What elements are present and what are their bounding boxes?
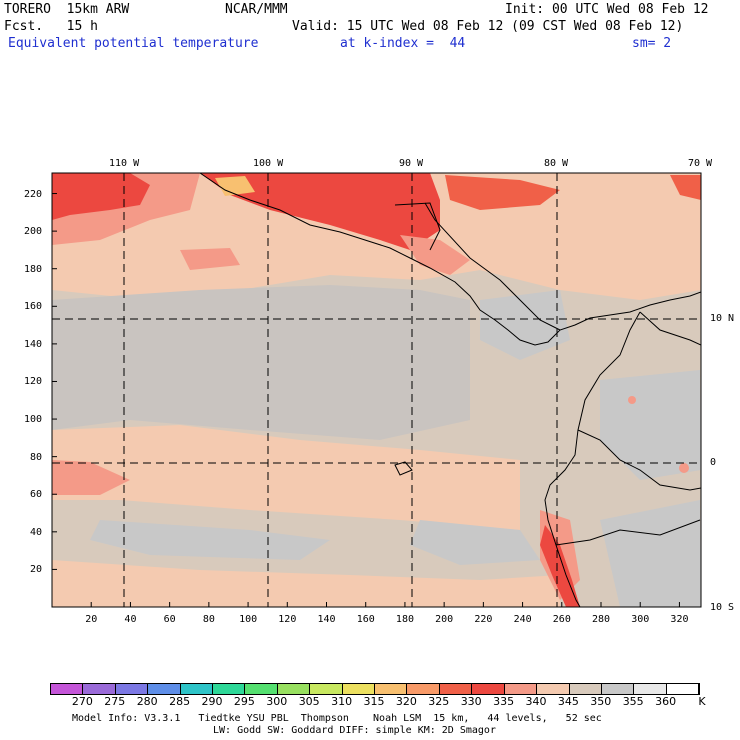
colorbar-swatch	[180, 684, 214, 694]
level-label: at k-index = 44	[340, 36, 466, 51]
colorbar-swatch	[342, 684, 376, 694]
y-tick-label: 140	[24, 338, 43, 350]
colorbar-label: 360	[655, 695, 677, 708]
lon-label-110w: 110 W	[109, 158, 140, 169]
valid-time: Valid: 15 UTC Wed 08 Feb 12 (09 CST Wed …	[292, 19, 684, 34]
lon-label-90w: 90 W	[399, 158, 424, 169]
colorbar-swatch	[504, 684, 538, 694]
colorbar-swatch	[148, 684, 181, 694]
x-tick-label: 300	[631, 614, 650, 625]
lon-label-80w: 80 W	[544, 158, 569, 169]
x-tick-label: 160	[356, 614, 375, 625]
x-tick-label: 40	[124, 614, 137, 625]
colorbar-label: 280	[136, 695, 158, 708]
x-tick-label: 320	[670, 614, 689, 625]
field-name: Equivalent potential temperature	[8, 36, 259, 51]
y-tick-label: 180	[24, 263, 43, 275]
colorbar-label: 335	[493, 695, 515, 708]
colorbar-label: 355	[622, 695, 644, 708]
colorbar-swatch	[439, 684, 473, 694]
x-tick-label: 100	[239, 614, 258, 625]
x-tick-label: 200	[435, 614, 454, 625]
colorbar-swatch	[666, 684, 700, 694]
lon-label-70w: 70 W	[688, 158, 713, 169]
x-tick-label: 280	[592, 614, 611, 625]
x-tick-label: 260	[552, 614, 571, 625]
lat-lon-grid	[52, 173, 701, 607]
x-tick-label: 220	[474, 614, 493, 625]
colorbar-swatch	[472, 684, 505, 694]
colorbar-swatch	[115, 684, 149, 694]
map-frame	[51, 172, 702, 608]
temperature-field	[52, 173, 701, 607]
colorbar-label: 315	[363, 695, 385, 708]
colorbar-label: 270	[71, 695, 93, 708]
x-tick-label: 20	[85, 614, 98, 625]
colorbar-swatch	[634, 684, 667, 694]
x-tick-label: 180	[395, 614, 414, 625]
model-physics: LW: Godd SW: Goddard DIFF: simple KM: 2D…	[213, 725, 496, 736]
colorbar-swatch	[245, 684, 278, 694]
colorbar-swatch	[310, 684, 343, 694]
lon-label-100w: 100 W	[253, 158, 284, 169]
y-tick-label: 40	[30, 526, 43, 538]
init-time: Init: 00 UTC Wed 08 Feb 12	[505, 2, 709, 17]
colorbar-label: 325	[428, 695, 450, 708]
colorbar-label: 330	[460, 695, 482, 708]
lat-label-0: 0	[710, 457, 717, 468]
x-tick-label: 140	[317, 614, 336, 625]
model-info: Model Info: V3.3.1 Tiedtke YSU PBL Thomp…	[72, 713, 602, 724]
x-tick-label: 60	[163, 614, 176, 625]
colorbar-unit: K	[698, 695, 706, 708]
colorbar-swatch	[601, 684, 635, 694]
y-tick-label: 120	[24, 376, 43, 388]
y-tick-label: 100	[24, 414, 43, 426]
colorbar-swatch	[407, 684, 440, 694]
forecast-hour: Fcst. 15 h	[4, 19, 98, 34]
colorbar-swatch	[213, 684, 246, 694]
y-tick-label: 20	[30, 564, 43, 576]
colorbar-swatch	[51, 684, 84, 694]
colorbar	[50, 683, 700, 695]
y-tick-label: 220	[24, 188, 43, 200]
forecast-map	[51, 172, 702, 608]
colorbar-label: 350	[590, 695, 612, 708]
lat-label-10s: 10 S	[710, 602, 735, 613]
colorbar-label: 300	[266, 695, 288, 708]
colorbar-swatch	[83, 684, 116, 694]
colorbar-label: 275	[104, 695, 126, 708]
x-tick-label: 80	[202, 614, 215, 625]
colorbar-label: 305	[298, 695, 320, 708]
lat-label-10n: 10 N	[710, 313, 735, 324]
organization: NCAR/MMM	[225, 2, 288, 17]
colorbar-label: 345	[557, 695, 579, 708]
colorbar-label: 295	[233, 695, 255, 708]
colorbar-swatch	[375, 684, 408, 694]
colorbar-label: 290	[201, 695, 223, 708]
y-tick-label: 160	[24, 301, 43, 313]
x-tick-label: 240	[513, 614, 532, 625]
colorbar-swatch	[277, 684, 311, 694]
smoothing-label: sm= 2	[632, 36, 672, 51]
colorbar-swatch	[537, 684, 570, 694]
x-tick-label: 120	[278, 614, 297, 625]
colorbar-label: 285	[169, 695, 191, 708]
y-tick-label: 60	[30, 489, 43, 501]
y-tick-label: 80	[30, 451, 43, 463]
colorbar-label: 310	[331, 695, 353, 708]
model-name: TORERO 15km ARW	[4, 2, 130, 17]
colorbar-swatch	[569, 684, 602, 694]
colorbar-label: 320	[395, 695, 417, 708]
y-tick-label: 200	[24, 226, 43, 238]
colorbar-label: 340	[525, 695, 547, 708]
